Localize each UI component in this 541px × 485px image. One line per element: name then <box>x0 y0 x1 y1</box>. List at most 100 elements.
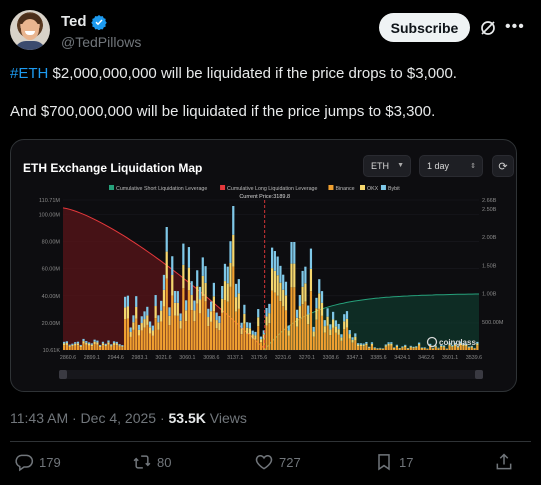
bar-binance <box>390 345 393 350</box>
tweet-line-1: #ETH $2,000,000,000 will be liquidated i… <box>10 64 531 83</box>
bar-binance <box>124 319 127 350</box>
like-button[interactable]: 727 <box>254 452 301 472</box>
bar-binance <box>165 278 168 350</box>
bar-binance <box>218 330 221 350</box>
bar-binance <box>248 334 252 350</box>
bar-binance <box>65 344 68 350</box>
bar-okx <box>143 319 146 328</box>
bar-bybit <box>110 344 113 346</box>
bar-okx <box>315 308 318 320</box>
bar-binance <box>160 321 163 350</box>
bar-binance <box>154 318 157 350</box>
bar-okx <box>204 282 207 302</box>
bookmark-button[interactable]: 17 <box>374 452 413 472</box>
bar-okx <box>76 343 80 346</box>
bar-bybit <box>246 322 249 328</box>
chart-legend: Cumulative Short Liquidation Leverage Cum… <box>109 185 400 192</box>
tweet-actions: 179 80 727 17 <box>10 452 531 476</box>
author-display-name[interactable]: Ted <box>61 13 107 30</box>
bar-bybit <box>415 346 418 348</box>
bar-okx <box>71 344 74 347</box>
bar-binance <box>129 336 132 350</box>
bar-bybit <box>323 320 326 327</box>
bar-okx <box>462 344 465 347</box>
bar-bybit <box>343 314 346 322</box>
bar-binance <box>221 312 224 350</box>
bar-bybit <box>87 342 91 344</box>
bar-binance <box>168 325 171 350</box>
subscribe-button[interactable]: Subscribe <box>379 13 470 42</box>
bar-bybit <box>301 270 304 287</box>
bar-okx <box>182 264 185 289</box>
bar-okx <box>284 295 288 311</box>
bar-binance <box>454 345 457 350</box>
media-chart-image[interactable]: ETH Exchange Liquidation Map ETH ▼ 1 day… <box>10 139 517 392</box>
asset-select[interactable]: ETH ▼ <box>363 155 411 177</box>
bar-bybit <box>99 344 102 346</box>
share-button[interactable] <box>494 452 514 472</box>
verified-badge-icon <box>90 14 107 30</box>
bar-bybit <box>121 345 124 347</box>
reply-button[interactable]: 179 <box>14 452 61 472</box>
refresh-button[interactable]: ⟳ <box>492 155 514 177</box>
range-select[interactable]: 1 day ⇕ <box>419 155 483 177</box>
bar-okx <box>157 322 160 330</box>
bar-binance <box>287 335 290 350</box>
bar-bybit <box>334 320 338 327</box>
author-handle[interactable]: @TedPillows <box>61 34 142 50</box>
bar-binance <box>442 347 446 350</box>
bar-bybit <box>265 308 268 317</box>
chart-scrollbar[interactable] <box>59 370 483 379</box>
legend-label: Binance <box>335 186 354 192</box>
bar-bybit <box>146 306 149 316</box>
tweet-timestamp[interactable]: 11:43 AM · Dec 4, 2025 · <box>10 410 169 426</box>
bar-bybit <box>182 243 185 265</box>
bar-bybit <box>221 285 224 299</box>
repost-button[interactable]: 80 <box>132 452 171 472</box>
bar-binance <box>93 343 96 350</box>
bar-bybit <box>440 344 443 346</box>
bar-okx <box>118 345 121 347</box>
bar-binance <box>121 347 124 350</box>
bar-bybit <box>168 307 171 316</box>
bar-okx <box>423 347 426 349</box>
x-tick-label: 3539.6 <box>466 355 482 361</box>
bar-binance <box>246 333 249 350</box>
bar-okx <box>293 263 296 288</box>
bar-binance <box>345 327 349 350</box>
author-name-text[interactable]: Ted <box>61 13 87 30</box>
bar-okx <box>168 315 171 326</box>
bar-okx <box>262 334 265 339</box>
bar-binance <box>151 335 154 350</box>
bar-bybit <box>151 325 154 331</box>
bar-binance <box>434 347 437 350</box>
bar-binance <box>309 291 313 350</box>
bar-bybit <box>193 300 196 311</box>
bar-bybit <box>409 345 412 347</box>
grok-icon[interactable] <box>479 19 497 37</box>
hashtag-link[interactable]: #ETH <box>10 65 49 82</box>
bar-bybit <box>101 341 105 344</box>
bar-bybit <box>118 344 121 346</box>
y-right-tick-label: 2.00B <box>482 235 497 241</box>
bar-okx <box>193 310 196 322</box>
bar-okx <box>467 347 471 348</box>
bar-okx <box>271 268 274 291</box>
bar-okx <box>393 347 396 349</box>
x-tick-label: 3462.6 <box>418 355 434 361</box>
bar-bybit <box>390 342 393 344</box>
bar-okx <box>82 341 85 344</box>
bar-binance <box>318 308 321 350</box>
avatar[interactable] <box>10 10 50 50</box>
bar-bybit <box>434 345 437 347</box>
bar-okx <box>96 342 99 345</box>
bar-bybit <box>448 342 451 345</box>
more-icon[interactable]: ••• <box>505 18 525 35</box>
bar-bybit <box>71 343 74 345</box>
bar-bybit <box>240 322 243 329</box>
bar-bybit <box>107 340 110 343</box>
x-tick-label: 3060.1 <box>179 355 195 361</box>
reply-icon <box>15 454 34 472</box>
y-right-tick-label: 1.00B <box>482 292 497 298</box>
x-tick-label: 2899.1 <box>84 355 100 361</box>
